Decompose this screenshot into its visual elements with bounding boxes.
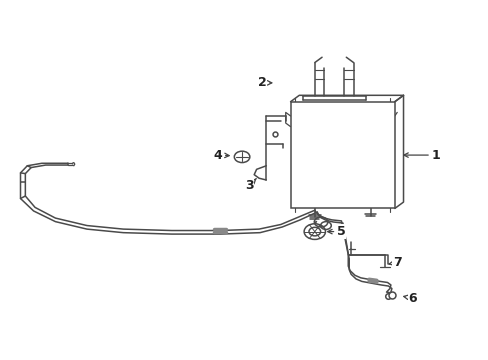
Text: 4: 4 [213,149,229,162]
Text: 3: 3 [244,179,256,192]
Text: 1: 1 [403,149,440,162]
Text: 6: 6 [403,292,416,305]
Text: 2: 2 [257,76,271,89]
Text: 7: 7 [388,256,401,269]
Bar [290,102,394,208]
Text: 5: 5 [327,225,345,238]
